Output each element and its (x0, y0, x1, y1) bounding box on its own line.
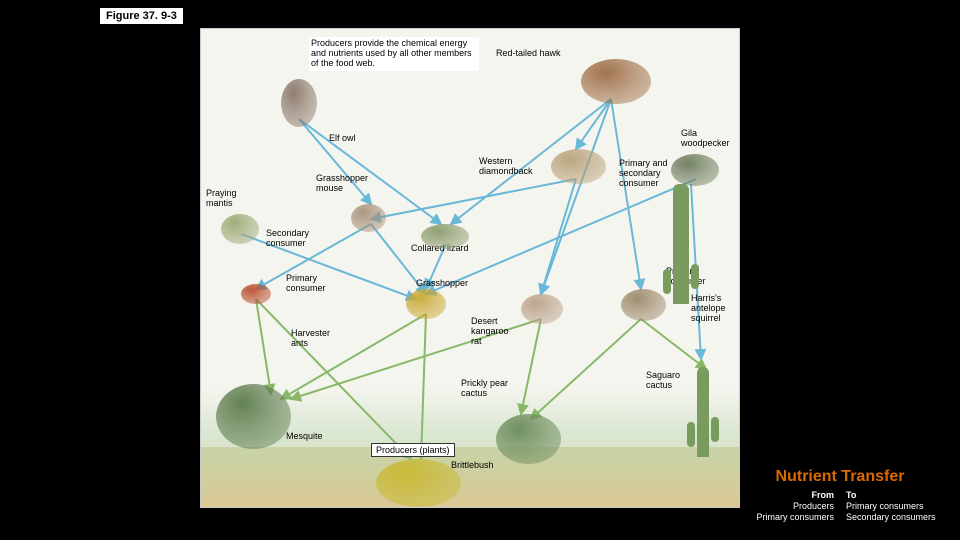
nutrient-cell: Primary consumers (846, 501, 940, 511)
nutrient-cell: Primary consumers (740, 512, 834, 522)
label-harvester: Harvester ants (291, 329, 336, 349)
label-hawk: Red-tailed hawk (496, 49, 561, 59)
label-producers: Producers (plants) (371, 443, 455, 457)
label-mantis: Praying mantis (206, 189, 246, 209)
label-saguaro: Saguaro cactus (646, 371, 686, 391)
label-rat: Desert kangaroo rat (471, 317, 513, 347)
nutrient-cell: From (740, 490, 834, 500)
label-gmouse: Grasshopper mouse (316, 174, 371, 194)
organism-mantis (221, 214, 259, 244)
label-brittlebush: Brittlebush (451, 461, 494, 471)
organism-squirrel (621, 289, 666, 321)
organism-gmouse (351, 204, 386, 232)
organism-ants (241, 284, 271, 304)
label-psc: Primary and secondary consumer (619, 159, 669, 189)
organism-lizard (421, 224, 469, 249)
organism-hawk (581, 59, 651, 104)
organism-diamondback (551, 149, 606, 184)
nutrient-cell: Producers (740, 501, 834, 511)
organism-woodpecker (671, 154, 719, 186)
nutrient-title: Nutrient Transfer (740, 468, 940, 486)
organism-brittlebush (376, 459, 461, 507)
nutrient-transfer-legend: Nutrient Transfer FromToProducersPrimary… (740, 468, 940, 522)
organism-prickly_pear (496, 414, 561, 464)
label-secondary: Secondary consumer (266, 229, 316, 249)
saguaro-woodpecker (673, 184, 689, 304)
label-primary1: Primary consumer (286, 274, 331, 294)
nutrient-cell: To (846, 490, 940, 500)
label-squirrel: Harris's antelope squirrel (691, 294, 731, 324)
label-diamondback: Western diamondback (479, 157, 539, 177)
intro-text: Producers provide the chemical energy an… (309, 37, 479, 71)
label-elf-owl: Elf owl (329, 134, 356, 144)
label-grasshopper: Grasshopper (416, 279, 468, 289)
organism-mesquite_tree (216, 384, 291, 449)
organism-rat (521, 294, 563, 324)
food-web-diagram: Producers provide the chemical energy an… (200, 28, 740, 508)
label-mesquite: Mesquite (286, 432, 323, 442)
label-gila: Gila woodpecker (681, 129, 736, 149)
saguaro-right (697, 367, 709, 457)
label-prickly: Prickly pear cactus (461, 379, 511, 399)
nutrient-cell: Secondary consumers (846, 512, 940, 522)
organism-owl (281, 79, 317, 127)
figure-label: Figure 37. 9-3 (100, 8, 183, 24)
organism-grasshopper (406, 289, 446, 319)
ground (201, 447, 739, 507)
